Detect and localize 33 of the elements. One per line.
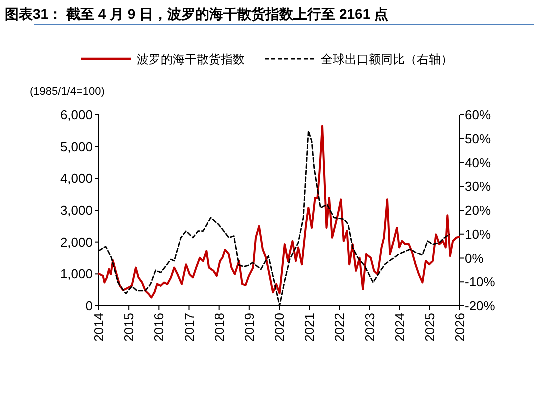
x-tick-label: 2024	[392, 313, 408, 342]
y2-tick-label: -20%	[465, 298, 496, 314]
y2-tick-label: 10%	[465, 226, 492, 242]
legend-label: 波罗的海干散货指数	[137, 52, 245, 66]
y2-tick-label: -10%	[465, 274, 496, 290]
y2-tick-label: 20%	[465, 203, 492, 218]
y2-tick-label: 60%	[465, 108, 492, 122]
y-tick-label: 1,000	[60, 266, 93, 282]
x-tick-label: 2023	[362, 313, 378, 342]
x-tick-label: 2015	[122, 313, 137, 342]
x-tick-label: 2025	[422, 313, 438, 342]
chart-title: 图表31： 截至 4 月 9 日，波罗的海干散货指数上行至 2161 点	[5, 6, 389, 22]
x-tick-label: 2014	[92, 313, 106, 342]
y-axis-title: (1985/1/4=100)	[30, 86, 105, 98]
x-tick-label: 2022	[332, 313, 348, 342]
y2-tick-label: 0%	[465, 250, 484, 266]
y-tick-label: 2,000	[60, 234, 93, 250]
x-tick-label: 2017	[182, 313, 197, 342]
y-tick-label: 5,000	[60, 139, 93, 154]
x-tick-label: 2026	[452, 313, 468, 342]
y-tick-label: 4,000	[60, 171, 93, 186]
y2-tick-label: 40%	[465, 155, 492, 170]
y-tick-label: 0	[86, 298, 93, 314]
x-tick-label: 2016	[152, 313, 167, 342]
y2-tick-label: 50%	[465, 131, 492, 146]
y-tick-label: 6,000	[60, 108, 93, 122]
x-tick-label: 2021	[302, 313, 318, 342]
x-tick-label: 2020	[272, 313, 287, 342]
y2-tick-label: 30%	[465, 179, 492, 194]
x-tick-label: 2019	[242, 313, 257, 342]
y-tick-label: 3,000	[60, 203, 93, 218]
legend-label: 全球出口额同比（右轴）	[321, 52, 453, 66]
x-tick-label: 2018	[212, 313, 227, 342]
